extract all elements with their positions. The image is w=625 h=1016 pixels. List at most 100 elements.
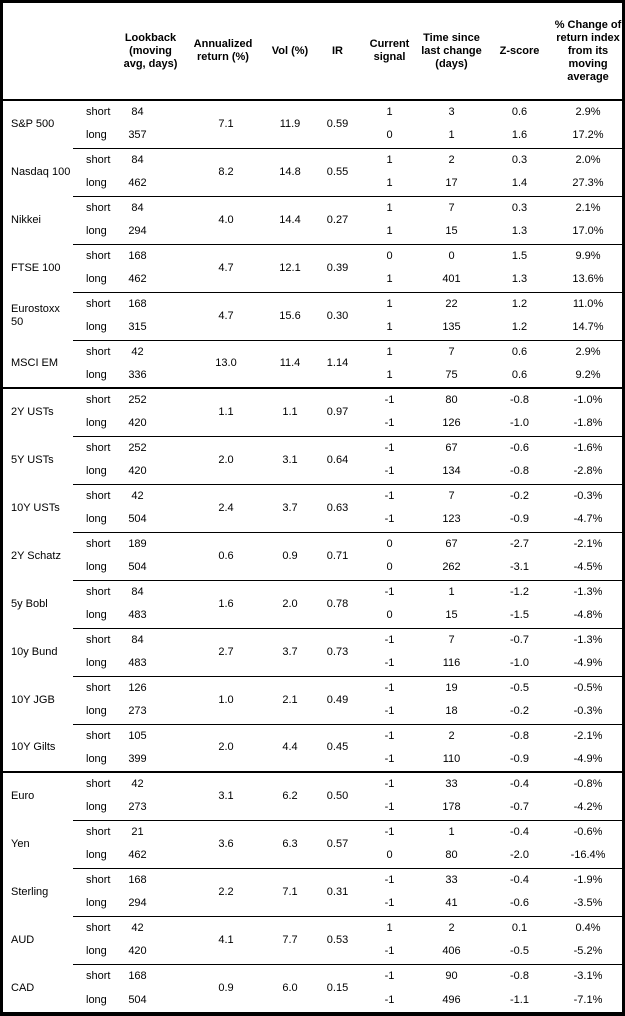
table-row: long 420 -1 134 -0.8 -2.8% xyxy=(3,460,622,484)
time-since-change-value: 7 xyxy=(418,195,485,220)
current-signal-value: 1 xyxy=(386,225,393,238)
time-since-change-value: 406 xyxy=(442,945,461,958)
z-score-value: -0.6 xyxy=(510,897,529,910)
asset-name: 10Y USTs xyxy=(11,501,60,514)
z-score-value: 0.3 xyxy=(485,147,554,172)
table-row: long 294 1 15 1.3 17.0% xyxy=(3,220,622,244)
table-row: long 357 0 1 1.6 17.2% xyxy=(3,124,622,148)
time-since-change-value: 7 xyxy=(418,483,485,508)
vol-value: 6.2 xyxy=(258,771,314,820)
time-since-change-value: 178 xyxy=(442,801,461,814)
time-since-change-value: 41 xyxy=(445,897,458,910)
pct-change-value: -4.7% xyxy=(573,513,603,526)
current-signal-value: 1 xyxy=(386,321,393,334)
leg-label: long xyxy=(86,225,107,238)
table-row: long 462 1 17 1.4 27.3% xyxy=(3,172,622,196)
ir-value: 0.31 xyxy=(314,867,361,916)
time-since-change-value: 126 xyxy=(442,417,461,430)
table-row: long 483 0 15 -1.5 -4.8% xyxy=(3,604,622,628)
pct-change-value: -2.1% xyxy=(554,531,622,556)
table-row: long 273 -1 18 -0.2 -0.3% xyxy=(3,700,622,724)
pct-change-value: 9.2% xyxy=(575,369,601,381)
lookback-value: 504 xyxy=(128,513,147,526)
time-since-change-value: 7 xyxy=(418,339,485,364)
current-signal-value: 0 xyxy=(386,129,393,142)
vol-value: 7.7 xyxy=(258,915,314,964)
annualized-return-value: 13.0 xyxy=(188,339,258,388)
leg-label: short xyxy=(73,291,113,316)
ir-value: 0.30 xyxy=(314,291,361,340)
asset-name: 5Y USTs xyxy=(11,453,54,466)
z-score-value: -0.4 xyxy=(485,867,554,892)
annualized-return-value: 0.9 xyxy=(188,963,258,1012)
header-asset xyxy=(3,3,73,101)
lookback-value: 84 xyxy=(113,627,188,652)
annualized-return-value: 4.1 xyxy=(188,915,258,964)
time-since-change-value: 15 xyxy=(445,609,458,622)
time-since-change-value: 116 xyxy=(442,657,461,670)
pct-change-value: 27.3% xyxy=(572,177,604,190)
lookback-value: 399 xyxy=(128,753,147,765)
pct-change-value: -1.3% xyxy=(554,627,622,652)
lookback-value: 42 xyxy=(113,339,188,364)
current-signal-value: -1 xyxy=(361,387,418,412)
table-row: 2Y Schatz short 189 0.6 0.9 0.71 0 67 -2.7 -2.1% xyxy=(3,531,622,580)
vol-value: 11.4 xyxy=(258,339,314,388)
lookback-value: 105 xyxy=(113,723,188,748)
current-signal-value: -1 xyxy=(384,465,395,478)
time-since-change-value: 1 xyxy=(418,819,485,844)
z-score-value: 0.6 xyxy=(511,369,528,381)
time-since-change-value: 3 xyxy=(448,106,455,118)
header-z-score: Z-score xyxy=(485,3,554,101)
z-score-value: -1.0 xyxy=(510,657,529,670)
ir-value: 0.64 xyxy=(314,435,361,484)
lookback-value: 315 xyxy=(128,321,147,334)
annualized-return-value: 3.1 xyxy=(188,771,258,820)
current-signal-value: 1 xyxy=(386,177,393,190)
time-since-change-value: 2 xyxy=(418,723,485,748)
time-since-change-value: 1 xyxy=(418,579,485,604)
table-row: 10y Bund short 84 2.7 3.7 0.73 -1 7 -0.7 -1.3% xyxy=(3,627,622,676)
z-score-value: -1.2 xyxy=(485,579,554,604)
leg-label: long xyxy=(86,177,107,190)
z-score-value: -0.4 xyxy=(485,819,554,844)
pct-change-value: -4.9% xyxy=(573,753,603,765)
leg-label: short xyxy=(73,579,113,604)
lookback-value: 252 xyxy=(113,435,188,460)
pct-change-value: 9.9% xyxy=(554,243,622,268)
table-row: long 504 0 262 -3.1 -4.5% xyxy=(3,556,622,580)
z-score-value: -3.1 xyxy=(510,561,529,574)
z-score-value: -2.0 xyxy=(510,849,529,862)
pct-change-value: -3.5% xyxy=(573,897,603,910)
table-row: AUD short 42 4.1 7.7 0.53 1 2 0.1 0.4% xyxy=(3,915,622,964)
lookback-value: 483 xyxy=(128,657,147,670)
current-signal-value: 1 xyxy=(386,273,393,286)
leg-label: short xyxy=(73,771,113,796)
table-row: Nikkei short 84 4.0 14.4 0.27 1 7 0.3 2.1% xyxy=(3,195,622,244)
z-score-value: 1.2 xyxy=(511,321,528,334)
current-signal-value: -1 xyxy=(361,771,418,796)
annualized-return-value: 2.2 xyxy=(188,867,258,916)
leg-label: long xyxy=(86,897,107,910)
leg-label: short xyxy=(73,195,113,220)
z-score-value: -0.2 xyxy=(510,705,529,718)
table-row: long 504 -1 496 -1.1 -7.1% xyxy=(3,988,622,1012)
current-signal-value: -1 xyxy=(384,993,395,1006)
z-score-value: -0.4 xyxy=(485,771,554,796)
table-row: 10Y USTs short 42 2.4 3.7 0.63 -1 7 -0.2 -0.3% xyxy=(3,483,622,532)
annualized-return-value: 4.0 xyxy=(188,195,258,244)
current-signal-value: 1 xyxy=(361,339,418,364)
z-score-value: -0.6 xyxy=(485,435,554,460)
asset-name: 10y Bund xyxy=(11,645,58,658)
current-signal-value: 1 xyxy=(386,369,393,381)
asset-name: 2Y Schatz xyxy=(11,549,61,562)
header-pct-change: % Change of return index from its moving… xyxy=(554,3,622,101)
z-score-value: -0.8 xyxy=(485,723,554,748)
z-score-value: -0.7 xyxy=(510,801,529,814)
pct-change-value: -1.9% xyxy=(554,867,622,892)
asset-name: Eurostoxx 50 xyxy=(11,303,60,328)
lookback-value: 42 xyxy=(113,915,188,940)
annualized-return-value: 3.6 xyxy=(188,819,258,868)
leg-label: long xyxy=(86,993,107,1006)
z-score-value: 0.6 xyxy=(511,106,528,118)
